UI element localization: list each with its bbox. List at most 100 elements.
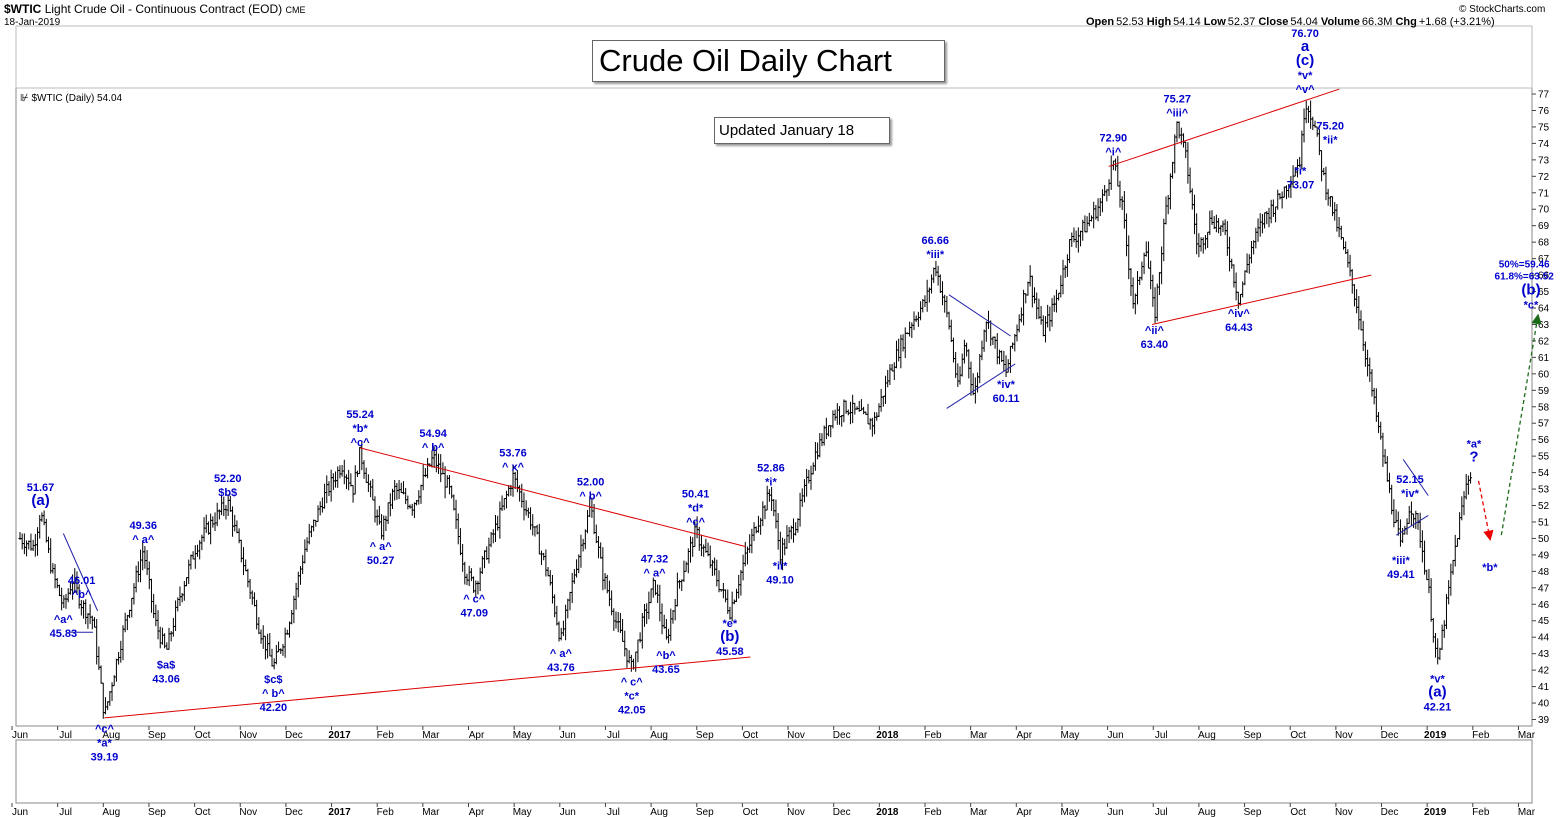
x-tick-label: May (513, 730, 532, 741)
y-tick-label: 62 (1538, 336, 1550, 347)
volume-label: Volume (1320, 16, 1360, 28)
x-tick-label-lower: Dec (285, 807, 303, 817)
wave-label: 75.27 (1163, 93, 1191, 105)
x-tick-label-lower: Jun (1108, 807, 1124, 817)
wave-label: 60.11 (993, 393, 1020, 405)
open-label: Open (1086, 16, 1115, 28)
y-tick-label: 72 (1538, 172, 1550, 183)
wave-label: $a$ (157, 660, 175, 672)
wave-label: *iv* (997, 379, 1015, 391)
y-tick-label: 42 (1538, 666, 1550, 677)
wave-label: 46.01 (68, 575, 96, 587)
y-tick-label: 52 (1538, 501, 1550, 512)
x-tick-label-lower: Feb (377, 807, 395, 817)
wave-label: *d* (688, 503, 704, 515)
projection-arrow (1500, 313, 1542, 536)
open-value: 52.53 (1116, 16, 1144, 28)
x-tick-label: 2018 (876, 730, 899, 741)
wave-label: *ii* (1323, 135, 1338, 147)
trendline (1402, 459, 1429, 496)
series-icon: ⊮ (20, 93, 29, 104)
wave-label: ^ a^ (132, 534, 155, 546)
y-tick-label: 41 (1538, 682, 1550, 693)
wave-label: ^iii^ (1166, 107, 1189, 119)
wave-label: 73.07 (1287, 180, 1315, 192)
x-tick-label-lower: Aug (1198, 807, 1216, 817)
wave-label: ^c^ (686, 517, 706, 529)
x-tick-label-lower: Aug (650, 807, 668, 817)
y-tick-label: 50 (1538, 534, 1550, 545)
chart-date: 18-Jan-2019 (4, 17, 61, 28)
x-tick-label: Dec (833, 730, 851, 741)
x-tick-label: May (1060, 730, 1079, 741)
wave-label: *a* (97, 737, 112, 749)
x-tick-label: Aug (1198, 730, 1216, 741)
y-tick-label: 76 (1538, 106, 1550, 117)
y-tick-label: 43 (1538, 649, 1550, 660)
wave-label: ^ c^ (621, 676, 644, 688)
wave-label: *ii* (773, 560, 788, 572)
x-tick-label-lower: Oct (195, 807, 211, 817)
wave-label: a (1301, 38, 1310, 55)
y-tick-label: 56 (1538, 435, 1550, 446)
x-tick-label: Feb (924, 730, 942, 741)
y-tick-label: 65 (1538, 287, 1550, 298)
wave-label: 39.19 (91, 751, 119, 763)
wave-label: 50%=59.46 (1499, 259, 1550, 270)
wave-label: 50.41 (682, 489, 710, 501)
wave-label: 43.76 (547, 662, 575, 674)
x-tick-label: Aug (650, 730, 668, 741)
x-tick-label-lower: Jul (1155, 807, 1168, 817)
x-tick-label: Mar (970, 730, 988, 741)
y-tick-label: 46 (1538, 600, 1550, 611)
wave-label: 49.36 (129, 520, 157, 532)
wave-label: 45.83 (50, 628, 78, 640)
x-tick-label-lower: Jun (12, 807, 28, 817)
close-label: Close (1258, 16, 1289, 28)
lower-panel-frame (15, 739, 1533, 804)
x-tick-label: Sep (1244, 730, 1262, 741)
y-tick-label: 77 (1538, 90, 1550, 101)
wave-label: *e* (723, 618, 738, 630)
y-tick-label: 68 (1538, 238, 1550, 249)
x-tick-label: Jul (59, 730, 72, 741)
y-tick-label: 54 (1538, 468, 1550, 479)
y-tick-label: 61 (1538, 353, 1550, 364)
wave-label: 52.00 (577, 477, 605, 489)
wave-label: 42.20 (260, 702, 288, 714)
x-tick-label: Oct (1290, 730, 1306, 741)
x-tick-label: Jun (12, 730, 28, 741)
trendline (104, 656, 751, 719)
x-tick-label-lower: 2018 (876, 807, 899, 817)
x-tick-label-lower: Sep (696, 807, 714, 817)
wave-label: 52.15 (1396, 474, 1424, 486)
wave-label: ^b^ (72, 589, 92, 601)
wave-label: 76.70 (1291, 28, 1319, 40)
x-tick-label-lower: Nov (239, 807, 257, 817)
wave-label: 53.76 (499, 448, 527, 460)
x-tick-label: Feb (377, 730, 395, 741)
y-tick-label: 66 (1538, 271, 1550, 282)
y-tick-label: 63 (1538, 320, 1550, 331)
wave-label: 51.67 (27, 482, 55, 494)
x-tick-label-lower: Feb (924, 807, 942, 817)
wave-label: ^ x^ (502, 462, 525, 474)
y-tick-label: 44 (1538, 633, 1550, 644)
wave-label: 42.21 (1424, 702, 1452, 714)
wave-label: ^ b^ (262, 688, 285, 700)
trendline (359, 447, 746, 548)
x-tick-label-lower: May (1060, 807, 1079, 817)
x-tick-label-lower: 2019 (1424, 807, 1447, 817)
series-legend: ⊮ $WTIC (Daily) 54.04 (20, 93, 122, 104)
x-tick-label: Jun (560, 730, 576, 741)
wave-label: $c$ (264, 674, 282, 686)
wave-label: *b* (352, 423, 368, 435)
x-tick-label-lower: Oct (743, 807, 759, 817)
x-tick-label-lower: Jun (560, 807, 576, 817)
x-tick-label-lower: Nov (787, 807, 805, 817)
trendline (62, 533, 99, 612)
x-tick-label-lower: Mar (1518, 807, 1536, 817)
exchange: CME (285, 5, 306, 15)
chart-header-title: $WTIC Light Crude Oil - Continuous Contr… (4, 2, 305, 16)
wave-label: 49.41 (1387, 569, 1415, 581)
